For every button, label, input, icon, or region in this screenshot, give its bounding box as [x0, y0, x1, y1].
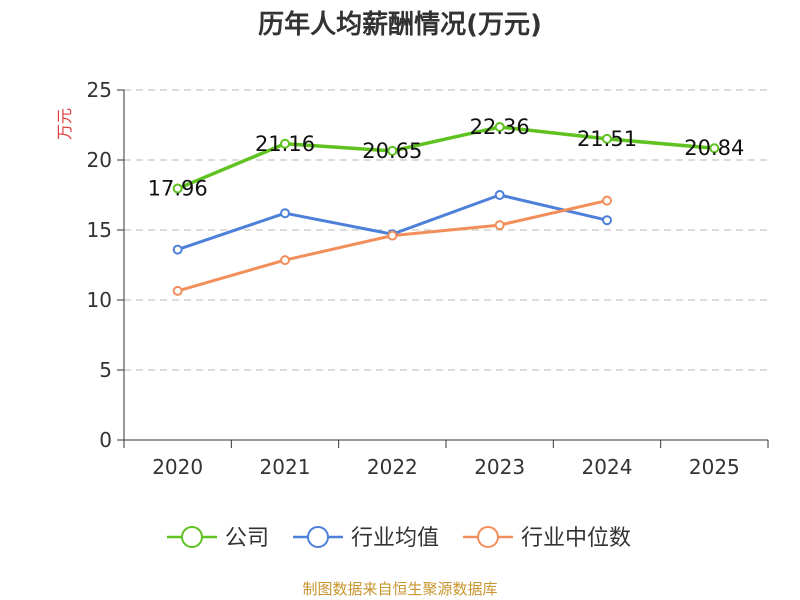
data-point [172, 244, 183, 255]
x-tick-label: 2025 [689, 455, 740, 479]
y-tick-label: 15 [87, 218, 112, 242]
data-point [387, 230, 398, 241]
legend-marker [307, 526, 329, 548]
source-footer: 制图数据来自恒生聚源数据库 [302, 580, 498, 598]
data-point [602, 215, 612, 226]
data-label: 20.65 [362, 139, 422, 163]
data-point [494, 220, 505, 231]
data-label: 17.96 [148, 177, 208, 201]
legend-item-2: 行业中位数 [463, 526, 631, 551]
chart-title: 历年人均薪酬情况(万元) [258, 10, 542, 40]
data-point [494, 121, 505, 132]
data-label: 21.16 [255, 132, 315, 156]
data-label: 22.36 [470, 115, 530, 139]
data-point [709, 143, 720, 154]
series-lines [172, 121, 720, 296]
x-tick-label: 2024 [582, 455, 633, 479]
series-line-2 [177, 199, 608, 293]
y-axis-label: 万元 [55, 108, 74, 140]
data-point [172, 183, 183, 194]
data-point [172, 285, 183, 296]
legend-item-1: 行业均值 [293, 526, 439, 551]
legend-marker [477, 526, 499, 548]
legend-label: 行业中位数 [521, 526, 631, 551]
x-tick-label: 2021 [260, 455, 311, 479]
x-tick-label: 2023 [474, 455, 525, 479]
y-tick-label: 20 [87, 148, 112, 172]
legend-marker [181, 526, 203, 548]
data-point [280, 255, 290, 266]
y-tick-label: 0 [99, 428, 112, 452]
data-label: 20.84 [684, 136, 744, 160]
legend-label: 行业均值 [351, 526, 439, 551]
data-point [602, 133, 612, 144]
y-tick-label: 10 [87, 288, 112, 312]
data-point [280, 208, 290, 219]
y-tick-label: 5 [99, 358, 112, 382]
y-tick-label: 25 [87, 78, 112, 102]
data-point [602, 195, 612, 206]
data-point [280, 138, 290, 149]
series-line-0 [176, 125, 715, 191]
x-tick-label: 2020 [152, 455, 203, 479]
data-point [387, 145, 398, 156]
data-labels: 17.96 21.16 20.65 22.36 21.51 20.84 [148, 115, 745, 201]
series-line-1 [177, 193, 608, 252]
data-point [494, 190, 505, 200]
legend-label: 公司 [225, 526, 269, 551]
x-tick-label: 2022 [367, 455, 418, 479]
legend: 公司 行业均值 行业中位数 [167, 526, 631, 551]
data-label: 21.51 [577, 127, 637, 151]
legend-item-0: 公司 [167, 526, 269, 551]
